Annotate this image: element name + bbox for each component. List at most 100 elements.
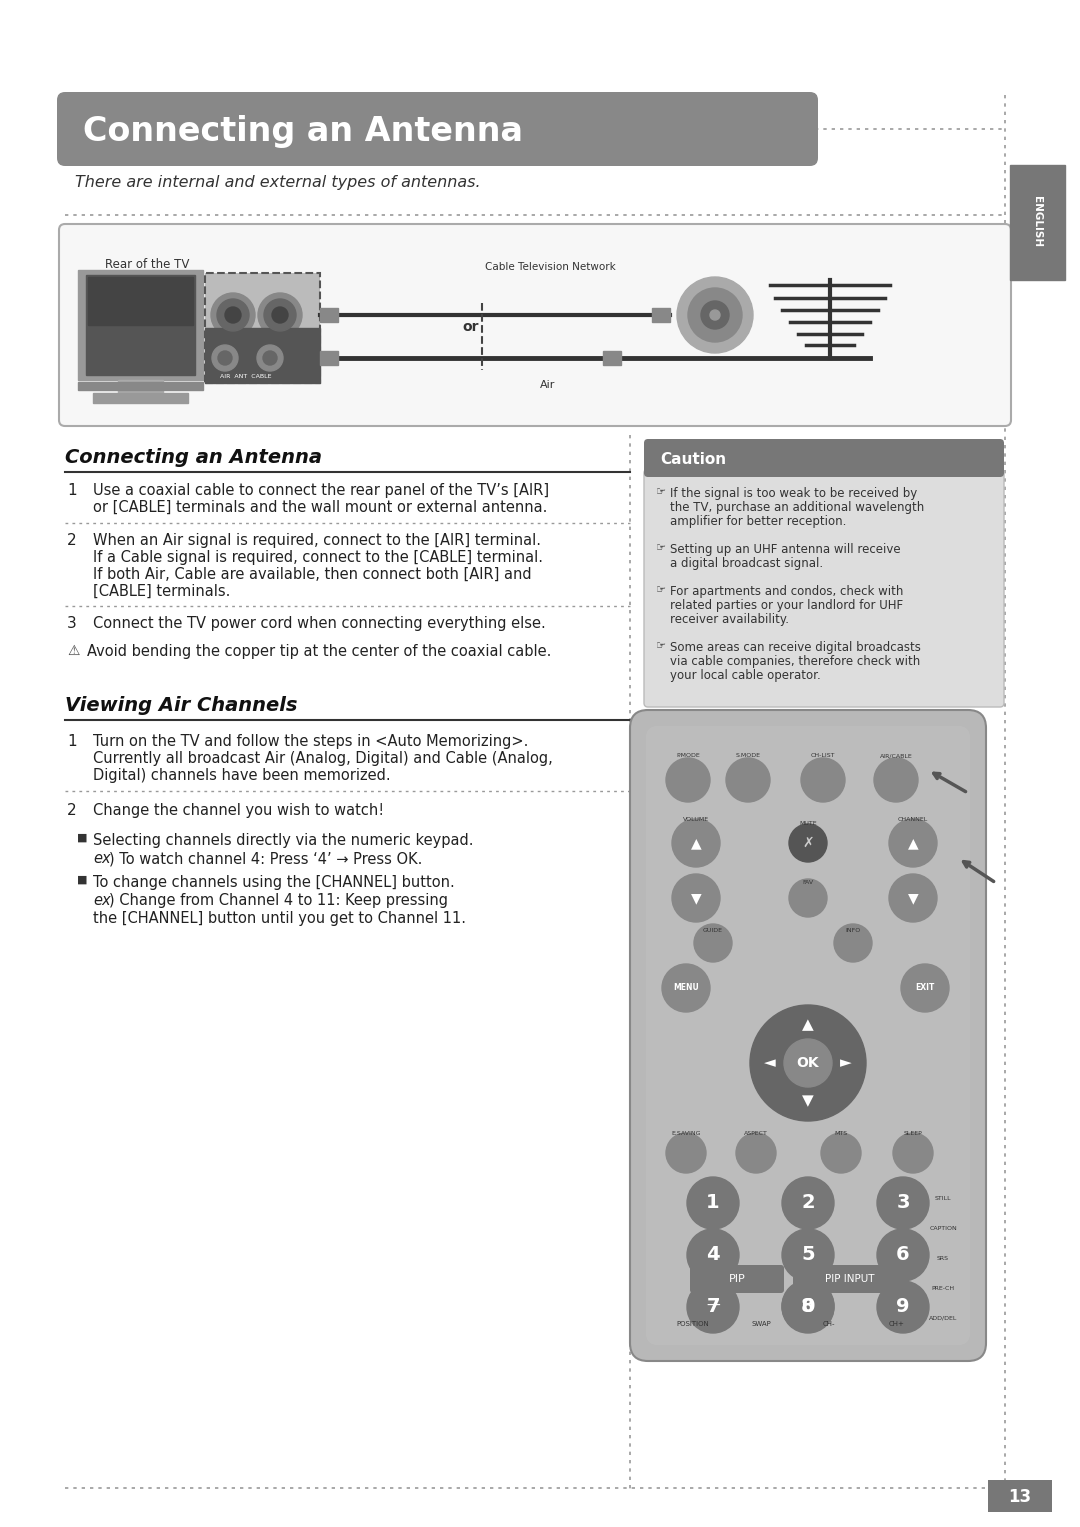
Circle shape bbox=[821, 1133, 861, 1173]
Circle shape bbox=[694, 924, 732, 962]
Circle shape bbox=[877, 1229, 929, 1281]
Circle shape bbox=[701, 301, 729, 328]
Circle shape bbox=[691, 1284, 735, 1328]
Bar bbox=[603, 351, 621, 365]
Circle shape bbox=[677, 276, 753, 353]
Text: SWAP: SWAP bbox=[751, 1321, 771, 1327]
Circle shape bbox=[789, 825, 827, 863]
Bar bbox=[118, 380, 163, 392]
Text: STILL: STILL bbox=[934, 1196, 951, 1202]
Bar bbox=[78, 382, 203, 389]
Text: 1: 1 bbox=[706, 1194, 719, 1212]
Text: ) To watch channel 4: Press ‘4’ → Press OK.: ) To watch channel 4: Press ‘4’ → Press … bbox=[109, 851, 422, 866]
Text: PIP: PIP bbox=[729, 1274, 745, 1284]
Text: related parties or your landlord for UHF: related parties or your landlord for UHF bbox=[670, 599, 903, 612]
Text: 2: 2 bbox=[801, 1194, 814, 1212]
Text: 3: 3 bbox=[67, 615, 77, 631]
Circle shape bbox=[735, 1133, 777, 1173]
Circle shape bbox=[784, 1038, 832, 1087]
Bar bbox=[652, 308, 670, 322]
Circle shape bbox=[889, 873, 937, 922]
Text: ☞: ☞ bbox=[656, 487, 666, 496]
Text: 9: 9 bbox=[896, 1298, 909, 1316]
Circle shape bbox=[889, 818, 937, 867]
Circle shape bbox=[688, 289, 742, 342]
Text: SLEEP: SLEEP bbox=[904, 1132, 922, 1136]
Text: ■: ■ bbox=[77, 834, 87, 843]
Text: Use a coaxial cable to connect the rear panel of the TV’s [AIR]: Use a coaxial cable to connect the rear … bbox=[93, 483, 549, 498]
Bar bbox=[320, 351, 338, 365]
Circle shape bbox=[258, 293, 302, 337]
Text: ▲: ▲ bbox=[802, 1017, 814, 1032]
Text: Connecting an Antenna: Connecting an Antenna bbox=[83, 115, 523, 148]
Bar bbox=[93, 392, 188, 403]
Bar bbox=[78, 270, 203, 380]
Text: [CABLE] terminals.: [CABLE] terminals. bbox=[93, 583, 230, 599]
Text: CHANNEL: CHANNEL bbox=[897, 817, 928, 822]
Text: ⚠: ⚠ bbox=[67, 644, 80, 658]
Text: If a Cable signal is required, connect to the [CABLE] terminal.: If a Cable signal is required, connect t… bbox=[93, 550, 543, 565]
Bar bbox=[320, 308, 338, 322]
Text: GUIDE: GUIDE bbox=[703, 928, 723, 933]
Text: 1: 1 bbox=[67, 483, 77, 498]
Circle shape bbox=[264, 299, 296, 331]
Circle shape bbox=[782, 1177, 834, 1229]
Circle shape bbox=[217, 299, 249, 331]
Text: INFO: INFO bbox=[846, 928, 861, 933]
FancyBboxPatch shape bbox=[57, 92, 818, 166]
Text: 1: 1 bbox=[67, 734, 77, 750]
Text: or: or bbox=[462, 321, 478, 334]
Text: ☞: ☞ bbox=[656, 585, 666, 596]
Text: or [CABLE] terminals and the wall mount or external antenna.: or [CABLE] terminals and the wall mount … bbox=[93, 499, 548, 515]
Text: Air: Air bbox=[540, 380, 555, 389]
Circle shape bbox=[272, 307, 288, 324]
Text: OK: OK bbox=[797, 1057, 820, 1070]
Text: Connect the TV power cord when connecting everything else.: Connect the TV power cord when connectin… bbox=[93, 615, 545, 631]
Circle shape bbox=[257, 345, 283, 371]
Text: ) Change from Channel 4 to 11: Keep pressing: ) Change from Channel 4 to 11: Keep pres… bbox=[109, 893, 448, 909]
Circle shape bbox=[225, 307, 241, 324]
Text: Setting up an UHF antenna will receive: Setting up an UHF antenna will receive bbox=[670, 544, 901, 556]
Text: 13: 13 bbox=[1009, 1487, 1031, 1506]
Circle shape bbox=[212, 345, 238, 371]
Text: ASPECT: ASPECT bbox=[744, 1132, 768, 1136]
Text: PIP INPUT: PIP INPUT bbox=[825, 1274, 875, 1284]
Text: your local cable operator.: your local cable operator. bbox=[670, 669, 821, 683]
Text: 2: 2 bbox=[67, 533, 77, 548]
Text: Rear of the TV: Rear of the TV bbox=[105, 258, 189, 270]
Text: the [CHANNEL] button until you get to Channel 11.: the [CHANNEL] button until you get to Ch… bbox=[93, 912, 465, 925]
Circle shape bbox=[801, 757, 845, 802]
Text: 6: 6 bbox=[896, 1246, 909, 1264]
Text: Some areas can receive digital broadcasts: Some areas can receive digital broadcast… bbox=[670, 641, 921, 654]
Text: POSITION: POSITION bbox=[677, 1321, 710, 1327]
Text: Digital) channels have been memorized.: Digital) channels have been memorized. bbox=[93, 768, 391, 783]
Text: Connecting an Antenna: Connecting an Antenna bbox=[65, 447, 322, 467]
FancyBboxPatch shape bbox=[630, 710, 986, 1361]
Bar bbox=[86, 275, 195, 376]
Circle shape bbox=[726, 757, 770, 802]
Bar bbox=[1010, 165, 1065, 279]
Text: ADD/DEL: ADD/DEL bbox=[929, 1316, 957, 1321]
FancyBboxPatch shape bbox=[59, 224, 1011, 426]
Text: ►: ► bbox=[840, 1055, 852, 1070]
Circle shape bbox=[789, 880, 827, 918]
Text: ☞: ☞ bbox=[656, 641, 666, 651]
Bar bbox=[205, 273, 320, 383]
Text: Avoid bending the copper tip at the center of the coaxial cable.: Avoid bending the copper tip at the cent… bbox=[87, 644, 552, 660]
Text: the TV, purchase an additional wavelength: the TV, purchase an additional wavelengt… bbox=[670, 501, 924, 515]
Text: amplifier for better reception.: amplifier for better reception. bbox=[670, 515, 847, 528]
Text: CH-: CH- bbox=[823, 1321, 835, 1327]
Text: ▼: ▼ bbox=[907, 890, 918, 906]
Text: 4: 4 bbox=[706, 1246, 719, 1264]
Circle shape bbox=[218, 351, 232, 365]
Text: 0: 0 bbox=[801, 1296, 814, 1315]
Circle shape bbox=[662, 964, 710, 1012]
Text: Viewing Air Channels: Viewing Air Channels bbox=[65, 696, 297, 715]
FancyBboxPatch shape bbox=[793, 1264, 907, 1293]
Circle shape bbox=[672, 873, 720, 922]
Circle shape bbox=[893, 1133, 933, 1173]
Circle shape bbox=[264, 351, 276, 365]
Circle shape bbox=[834, 924, 872, 962]
Circle shape bbox=[666, 757, 710, 802]
Text: MTS: MTS bbox=[835, 1132, 848, 1136]
